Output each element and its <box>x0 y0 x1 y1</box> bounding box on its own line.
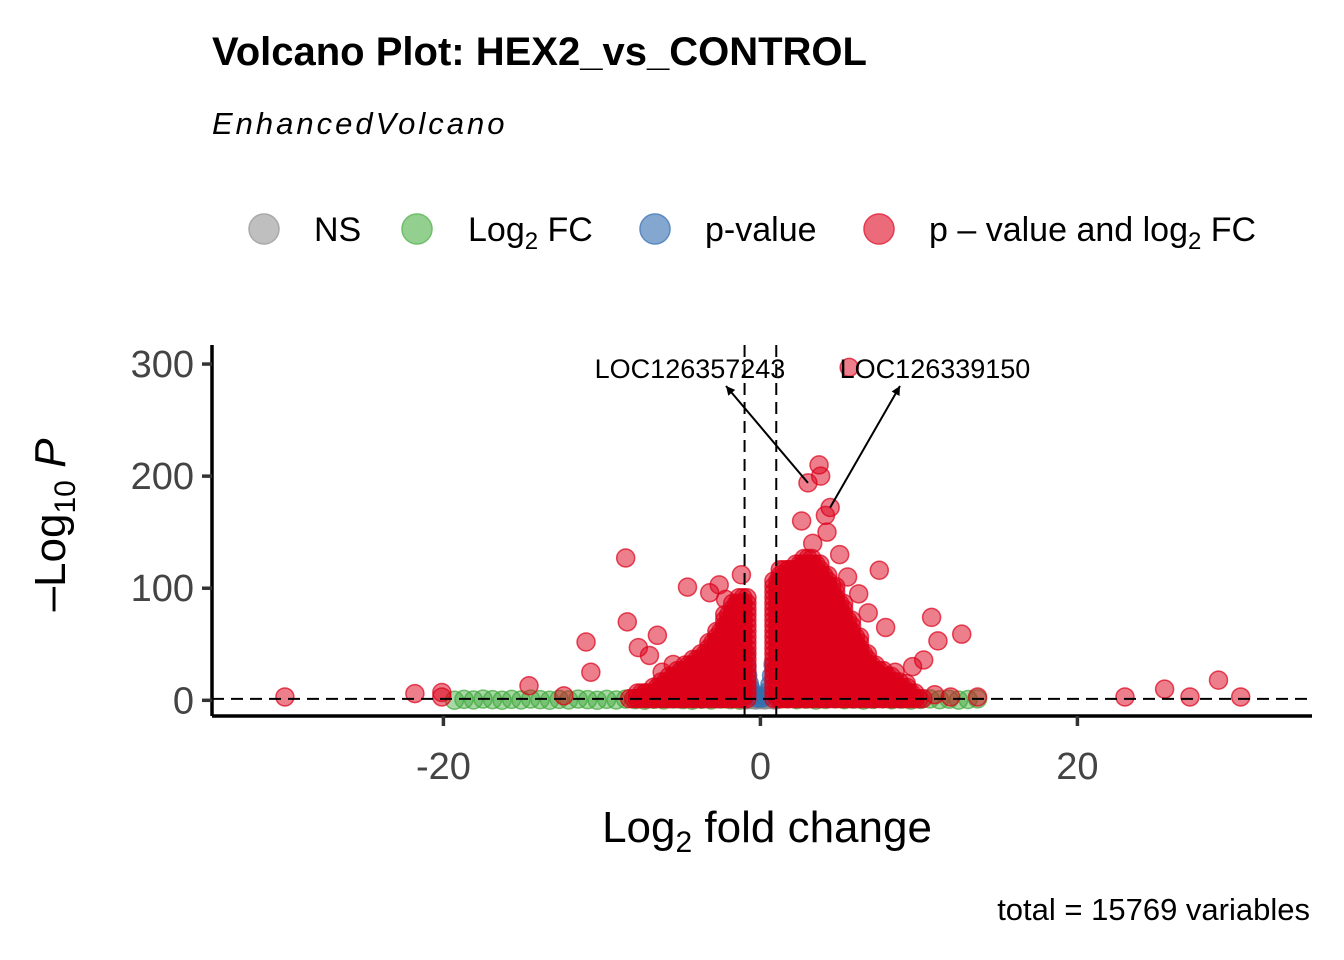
legend-key-p <box>639 213 671 245</box>
data-points <box>275 357 1251 711</box>
point-pvalue-and-log2fc <box>275 687 295 707</box>
point-pvalue-and-log2fc <box>581 662 601 683</box>
cutoff-lines <box>212 345 1312 716</box>
label-connector <box>829 385 901 509</box>
point-pvalue-and-log2fc <box>829 544 850 565</box>
point-pvalue-and-log2fc <box>737 588 757 608</box>
label-connector <box>725 385 809 484</box>
point-pvalue-and-log2fc <box>928 631 948 651</box>
point-pvalue-and-log2fc <box>849 627 870 647</box>
x-tick-label: 20 <box>1056 746 1098 788</box>
legend-label-ns: NS <box>314 211 361 249</box>
point-pvalue-and-log2fc <box>677 577 698 597</box>
point-pvalue-and-log2fc <box>875 617 896 638</box>
legend-label-fc: Log2 FC <box>468 211 593 255</box>
caption: total = 15769 variables <box>997 892 1310 927</box>
point-pvalue-and-log2fc <box>576 632 596 652</box>
point-pvalue-and-log2fc <box>967 687 988 707</box>
point-pvalue-and-log2fc <box>913 650 934 670</box>
point-pvalue-and-log2fc <box>1115 687 1135 707</box>
point-pvalue-and-log2fc <box>802 533 823 554</box>
point-pvalue-and-log2fc <box>1230 687 1251 707</box>
point-pvalue-and-log2fc <box>615 548 636 568</box>
legend-key-fc <box>401 213 433 245</box>
point-pvalue-and-log2fc <box>432 682 452 703</box>
point-pvalue-and-log2fc <box>848 584 869 604</box>
point-pvalue-and-log2fc <box>810 466 831 486</box>
point-pvalue-and-log2fc <box>1208 670 1229 690</box>
legend-label-both: p – value and log2 FC <box>929 211 1256 255</box>
point-pvalue-and-log2fc <box>896 673 916 694</box>
point-pvalue-and-log2fc <box>837 567 858 587</box>
legend-key-ns <box>248 213 280 245</box>
arrow-head-icon <box>726 386 736 396</box>
legend: NS Log2 FC p-value p – value and log2 FC <box>248 211 1256 255</box>
point-pvalue-and-log2fc <box>791 511 812 531</box>
arrow-head-icon <box>891 386 900 396</box>
point-pvalue-and-log2fc <box>1180 687 1200 707</box>
y-tick-label: 0 <box>173 680 194 722</box>
point-pvalue-and-log2fc <box>858 603 878 623</box>
point-pvalue-and-log2fc <box>1154 679 1175 699</box>
point-pvalue-and-log2fc <box>639 645 660 666</box>
gene-labels: LOC126357243 LOC126339150 <box>595 354 1031 509</box>
point-pvalue-and-log2fc <box>921 607 942 628</box>
point-pvalue-and-log2fc <box>405 683 425 704</box>
x-axis-title: Log2 fold change <box>602 803 932 859</box>
x-tick-label: -20 <box>416 746 471 788</box>
point-pvalue-and-log2fc <box>715 589 736 610</box>
point-pvalue-and-log2fc <box>731 565 752 585</box>
point-pvalue-and-log2fc <box>663 654 683 675</box>
x-tick-label: 0 <box>750 746 771 788</box>
point-pvalue-and-log2fc <box>519 675 539 696</box>
chart-title: Volcano Plot: HEX2_vs_CONTROL <box>212 30 867 74</box>
point-pvalue-and-log2fc <box>617 612 638 632</box>
point-pvalue-and-log2fc <box>554 686 574 706</box>
point-pvalue-and-log2fc <box>869 560 890 581</box>
point-pvalue-and-log2fc <box>839 357 859 378</box>
y-axis-title: –Log10 P <box>26 438 82 611</box>
point-pvalue-and-log2fc <box>841 610 862 630</box>
y-tick-label: 200 <box>131 456 194 498</box>
point-pvalue-and-log2fc <box>647 625 668 646</box>
point-pvalue-and-log2fc <box>817 522 837 542</box>
point-pvalue-and-log2fc <box>940 687 961 707</box>
gene-label: LOC126357243 <box>595 354 786 384</box>
y-tick-label: 100 <box>131 568 194 610</box>
legend-key-both <box>863 213 895 245</box>
y-tick-label: 300 <box>131 344 194 386</box>
legend-label-p: p-value <box>705 211 817 249</box>
chart-subtitle: EnhancedVolcano <box>212 106 508 141</box>
gene-label: LOC126339150 <box>840 354 1031 384</box>
point-pvalue-and-log2fc <box>925 684 945 705</box>
point-pvalue-and-log2fc <box>951 624 972 644</box>
